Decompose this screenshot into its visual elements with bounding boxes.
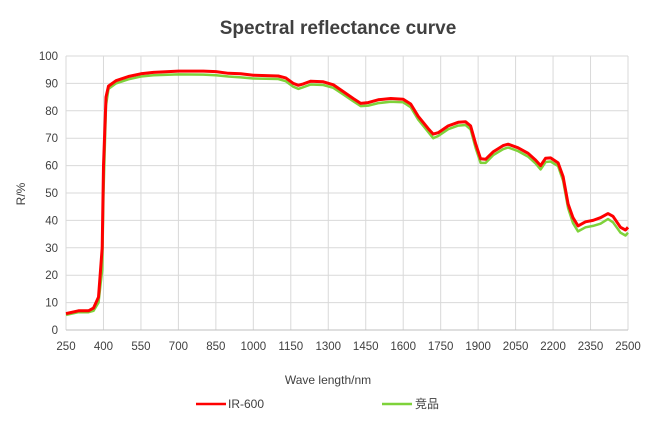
y-tick-label: 80 — [45, 106, 58, 118]
x-tick-label: 400 — [94, 341, 113, 353]
y-tick-label: 100 — [39, 51, 58, 63]
x-tick-label: 2050 — [503, 341, 529, 353]
x-tick-label: 1900 — [465, 341, 491, 353]
x-tick-label: 2500 — [615, 341, 641, 353]
x-tick-label: 1750 — [428, 341, 454, 353]
legend-label-competitor: 竞品 — [415, 397, 439, 411]
x-tick-label: 700 — [169, 341, 188, 353]
y-axis-label: R/% — [14, 182, 28, 205]
x-tick-label: 850 — [206, 341, 225, 353]
y-tick-label: 20 — [45, 270, 58, 282]
x-axis-label: Wave length/nm — [285, 373, 371, 387]
y-tick-label: 70 — [45, 133, 58, 145]
y-tick-label: 40 — [45, 215, 58, 227]
y-tick-label: 60 — [45, 161, 58, 173]
y-tick-label: 10 — [45, 298, 58, 310]
y-axis-ticks: 0 10 20 30 40 50 60 70 80 90 100 — [39, 51, 58, 337]
x-tick-label: 250 — [56, 341, 75, 353]
x-tick-label: 2200 — [540, 341, 566, 353]
x-tick-label: 1300 — [315, 341, 341, 353]
chart-title: Spectral reflectance curve — [220, 18, 457, 39]
y-tick-label: 0 — [52, 325, 58, 337]
y-tick-label: 50 — [45, 188, 58, 200]
y-tick-label: 90 — [45, 78, 58, 90]
series-lines — [65, 69, 630, 317]
x-tick-label: 2350 — [578, 341, 604, 353]
x-axis-ticks: 250 400 550 700 850 1000 1150 1300 1450 1600 1750 1… — [56, 341, 640, 353]
series-line-ir600 — [65, 69, 630, 316]
x-tick-label: 550 — [131, 341, 150, 353]
y-tick-label: 30 — [45, 243, 58, 255]
x-tick-label: 1000 — [241, 341, 267, 353]
legend-label-ir600: IR-600 — [228, 397, 264, 411]
x-tick-label: 1150 — [278, 341, 303, 353]
x-tick-label: 1600 — [390, 341, 416, 353]
x-tick-label: 1450 — [353, 341, 379, 353]
